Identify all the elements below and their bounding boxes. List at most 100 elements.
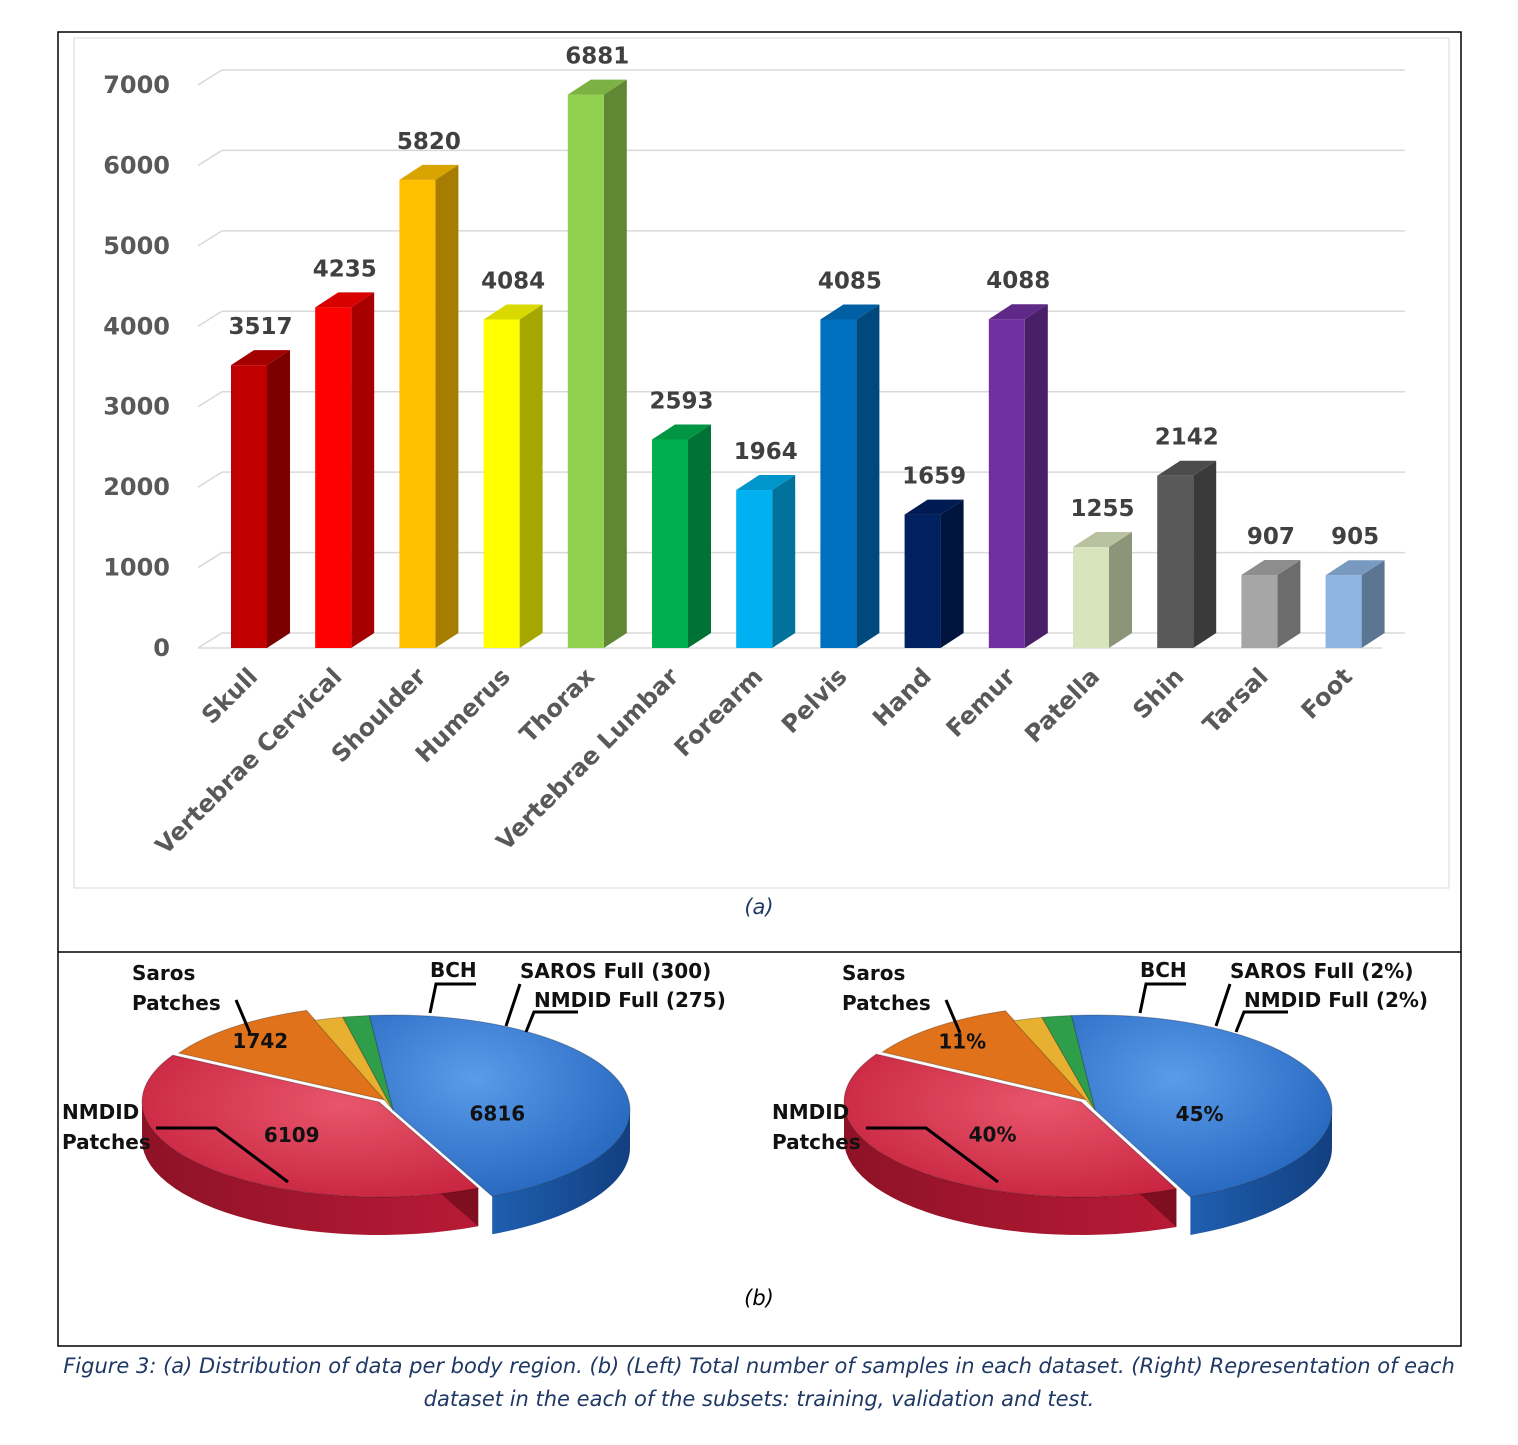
bar-top bbox=[1325, 560, 1385, 576]
bar-value-label: 2142 bbox=[1155, 425, 1219, 451]
pie-slice-side bbox=[142, 1102, 479, 1235]
bar-front bbox=[399, 179, 436, 649]
bar-value-label: 4084 bbox=[481, 269, 545, 295]
pie-leader-line bbox=[234, 999, 252, 1034]
pie-leader-line bbox=[428, 982, 476, 1014]
bar-side bbox=[603, 79, 627, 649]
bar-value-label: 3517 bbox=[228, 314, 292, 340]
bar-vertebrae-cervical bbox=[315, 292, 375, 648]
gridline-side bbox=[197, 69, 223, 86]
bar-value-label: 2593 bbox=[649, 388, 713, 414]
x-tick-label: Femur bbox=[941, 662, 1021, 742]
bar-front bbox=[1073, 547, 1109, 648]
x-tick-label: Tarsal bbox=[1197, 662, 1273, 738]
bar-side bbox=[1277, 560, 1301, 648]
pie-category-label: Patches bbox=[132, 991, 221, 1015]
bar-chart-area-border bbox=[73, 37, 1450, 889]
bar-value-label: 905 bbox=[1331, 524, 1379, 550]
y-axis-ticks: 0 1000 2000 3000 4000 5000 6000 7000 bbox=[103, 71, 170, 662]
pie-value-label: 45% bbox=[1176, 1102, 1224, 1126]
bar-front bbox=[315, 307, 352, 648]
pie-slice-nmdid-full-2 bbox=[1041, 1014, 1096, 1111]
pie-slice-bch bbox=[881, 1010, 1089, 1101]
bar-front bbox=[904, 514, 941, 648]
pie-category-label: SAROS Full (2%) bbox=[1230, 959, 1413, 983]
pie-chart-sample-counts: 6816 6109 1742 NMDID Patches Saros Patches BCH S… bbox=[62, 958, 726, 1235]
bar-shoulder bbox=[399, 164, 459, 649]
bar-front bbox=[483, 319, 520, 648]
bar-top bbox=[1073, 532, 1132, 548]
gridline-side bbox=[197, 632, 223, 649]
x-tick-label: Hand bbox=[867, 662, 937, 732]
bar-side bbox=[1193, 460, 1217, 648]
bar-forearm bbox=[736, 475, 796, 648]
gridline-side bbox=[197, 551, 223, 569]
bar-side bbox=[772, 475, 796, 648]
pie-value-label: 40% bbox=[969, 1123, 1017, 1147]
bar-pelvis bbox=[820, 304, 880, 648]
y-tick-label: 0 bbox=[153, 634, 170, 662]
bar-top bbox=[231, 350, 290, 366]
bar-top bbox=[567, 79, 627, 95]
bar-value-label: 5820 bbox=[397, 129, 461, 155]
bar-side bbox=[351, 292, 375, 648]
bar-value-label: 1255 bbox=[1070, 496, 1134, 522]
bar-top bbox=[736, 475, 796, 491]
bar-thorax bbox=[567, 79, 627, 649]
bar-front bbox=[231, 365, 267, 648]
pie-category-label: BCH bbox=[1140, 958, 1187, 982]
x-tick-label: Forearm bbox=[669, 662, 769, 762]
bar-front bbox=[1325, 575, 1362, 648]
pie-slice-bch bbox=[177, 1009, 387, 1101]
pie-leader-line bbox=[866, 1126, 999, 1184]
bar-patella bbox=[1073, 532, 1132, 648]
pie-category-label: NMDID Full (275) bbox=[534, 988, 726, 1012]
pie-slice-side bbox=[1190, 1110, 1332, 1235]
bar-top bbox=[1241, 560, 1301, 576]
x-tick-label: Patella bbox=[1019, 662, 1105, 748]
x-tick-label: Shin bbox=[1127, 662, 1189, 724]
panel-a-label: (a) bbox=[744, 895, 773, 919]
pie-slice-nmdid-patches bbox=[1070, 1014, 1333, 1198]
bar-side bbox=[688, 424, 711, 648]
pie-slice-saros-patches bbox=[843, 1053, 1178, 1198]
bars: 3517 4235 5820 4084 6881 2593 1964 4085 1659 4088… bbox=[228, 44, 1385, 649]
bar-side bbox=[519, 304, 543, 648]
pie-slice-nmdid-full-275 bbox=[342, 1014, 394, 1111]
gridline-side bbox=[197, 230, 223, 247]
gridlines bbox=[197, 69, 1405, 649]
pie-chart-subset-percentages: 45% 40% 11% NMDID Patches Saros Patches BCH SARO… bbox=[772, 958, 1428, 1235]
pie-category-label: Patches bbox=[772, 1130, 861, 1154]
pie-slice-side bbox=[492, 1110, 630, 1235]
bar-value-label: 1964 bbox=[734, 439, 798, 465]
panel-b-label: (b) bbox=[744, 1286, 774, 1310]
bar-chart-body-regions: 0 1000 2000 3000 4000 5000 6000 7000 3517 4235 58… bbox=[103, 44, 1405, 860]
bar-top bbox=[988, 304, 1048, 320]
pie-category-label: SAROS Full (300) bbox=[520, 959, 711, 983]
pie-value-label: 11% bbox=[938, 1029, 986, 1053]
x-tick-label: Thorax bbox=[514, 662, 600, 748]
bar-side bbox=[1361, 560, 1385, 648]
pie-leader-line bbox=[944, 999, 962, 1034]
bar-front bbox=[1241, 575, 1278, 648]
figure-caption: Figure 3: (a) Distribution of data per b… bbox=[63, 1354, 1455, 1411]
pie-leader-line bbox=[1138, 982, 1186, 1014]
x-tick-label: Foot bbox=[1296, 662, 1358, 724]
bar-front bbox=[736, 490, 773, 648]
pie-leader-line bbox=[504, 983, 522, 1027]
y-tick-label: 7000 bbox=[103, 71, 170, 99]
bar-top bbox=[652, 424, 711, 440]
bar-femur bbox=[988, 304, 1048, 648]
figure-frame bbox=[57, 31, 1462, 1347]
pie-category-label: Patches bbox=[62, 1130, 151, 1154]
x-tick-label: Pelvis bbox=[776, 662, 853, 739]
bar-front bbox=[820, 319, 857, 648]
bar-value-label: 1659 bbox=[902, 464, 966, 490]
bar-top bbox=[1157, 460, 1217, 476]
gridline-side bbox=[197, 310, 223, 327]
bar-front bbox=[988, 319, 1025, 648]
y-tick-label: 6000 bbox=[103, 151, 170, 179]
pie-value-label: 6109 bbox=[264, 1123, 320, 1147]
